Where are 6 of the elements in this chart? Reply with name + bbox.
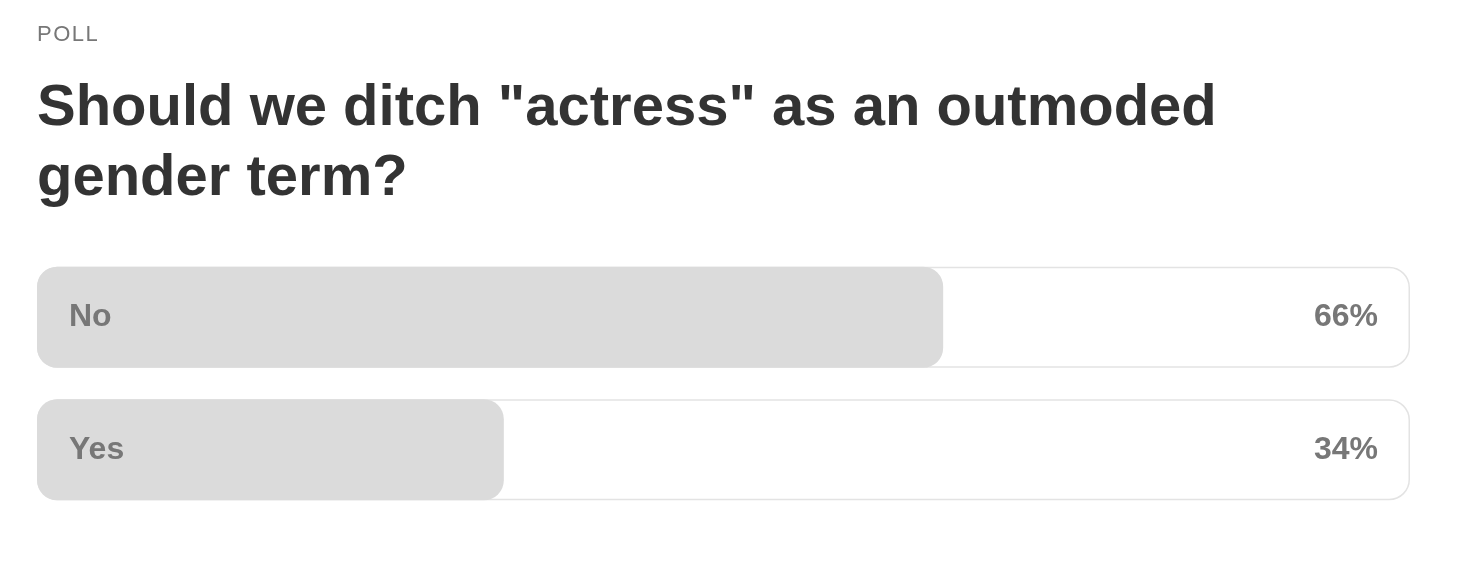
text: POLL bbox=[37, 21, 100, 46]
data-label: 34% bbox=[1313, 429, 1378, 466]
chart-title: Should we ditch "actress" as an outmoded gender term? bbox=[37, 71, 1218, 209]
y-tick-label: No bbox=[69, 297, 112, 334]
data-label: 66% bbox=[1313, 297, 1378, 334]
y-tick-label: Yes bbox=[69, 429, 125, 466]
